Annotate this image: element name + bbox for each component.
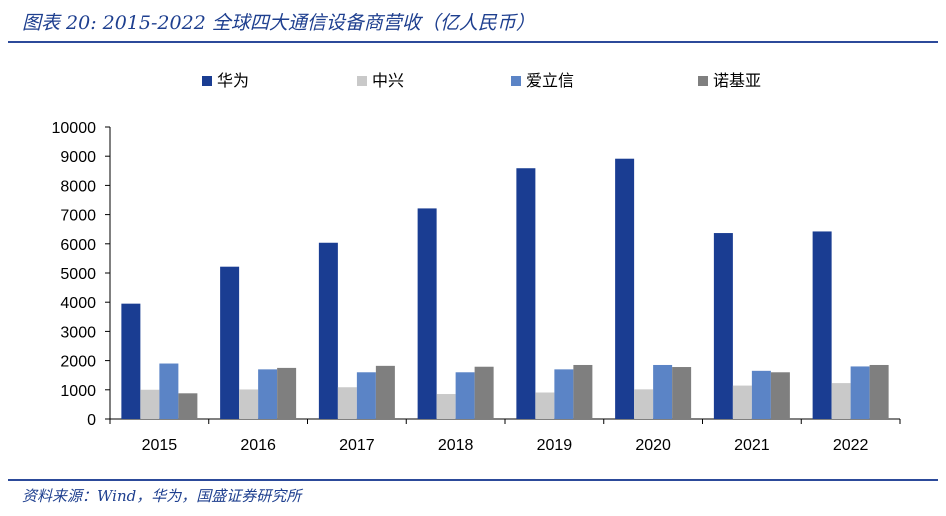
y-tick-label: 6000 <box>60 237 96 254</box>
legend-label: 爱立信 <box>526 71 574 90</box>
bar <box>672 367 692 419</box>
x-tick-label: 2015 <box>142 437 178 454</box>
y-tick-label: 4000 <box>60 295 96 312</box>
bar <box>258 369 278 419</box>
bar <box>770 372 790 419</box>
x-tick-label: 2018 <box>438 437 474 454</box>
bar <box>751 370 771 419</box>
legend-label: 华为 <box>217 71 249 90</box>
figure-title: 图表 20: 2015-2022 全球四大通信设备商营收（亿人民币） <box>22 12 535 34</box>
bar <box>178 393 198 419</box>
title-rule <box>8 41 938 43</box>
legend-swatch <box>511 76 521 86</box>
y-tick-label: 2000 <box>60 354 96 371</box>
x-tick-label: 2019 <box>537 437 573 454</box>
bar <box>277 367 297 419</box>
bar <box>634 389 654 419</box>
x-tick-label: 2021 <box>734 437 770 454</box>
source-note: 资料来源：Wind，华为，国盛证券研究所 <box>22 487 302 505</box>
legend-label: 中兴 <box>372 71 404 90</box>
bar <box>455 372 475 419</box>
bar <box>653 364 673 419</box>
bar <box>239 389 259 419</box>
x-tick-label: 2022 <box>833 437 869 454</box>
bar <box>615 158 635 420</box>
bar <box>337 387 357 419</box>
y-tick-label: 10000 <box>52 120 97 137</box>
bar <box>121 303 141 419</box>
legend-label: 诺基亚 <box>713 71 761 90</box>
bar <box>554 369 574 419</box>
bar <box>831 383 851 419</box>
bar <box>140 389 160 419</box>
y-tick-label: 3000 <box>60 324 96 341</box>
bar <box>159 363 179 419</box>
legend-swatch <box>202 76 212 86</box>
bar <box>356 372 376 419</box>
y-tick-label: 0 <box>87 412 96 429</box>
legend-swatch <box>357 76 367 86</box>
y-tick-label: 1000 <box>60 383 96 400</box>
x-tick-label: 2017 <box>339 437 375 454</box>
bar <box>850 366 870 419</box>
bar <box>417 208 437 419</box>
bar <box>535 392 555 419</box>
bar <box>375 365 395 419</box>
bar <box>474 366 494 419</box>
bar <box>318 242 338 419</box>
y-tick-label: 5000 <box>60 266 96 283</box>
x-tick-label: 2020 <box>635 437 671 454</box>
bar <box>436 394 456 419</box>
bar <box>812 231 832 419</box>
bar <box>516 168 536 419</box>
bar <box>220 266 240 419</box>
y-tick-label: 9000 <box>60 149 96 166</box>
legend-swatch <box>698 76 708 86</box>
x-tick-label: 2016 <box>240 437 276 454</box>
y-tick-label: 8000 <box>60 178 96 195</box>
footer-rule <box>8 479 938 481</box>
bar <box>713 233 733 419</box>
bar <box>732 385 752 419</box>
bar <box>573 364 593 419</box>
y-tick-label: 7000 <box>60 208 96 225</box>
bar <box>869 364 889 419</box>
bar-chart: 0 1000 2000 3000 4000 5000 6000 7000 8000 9000 100… <box>52 71 901 454</box>
